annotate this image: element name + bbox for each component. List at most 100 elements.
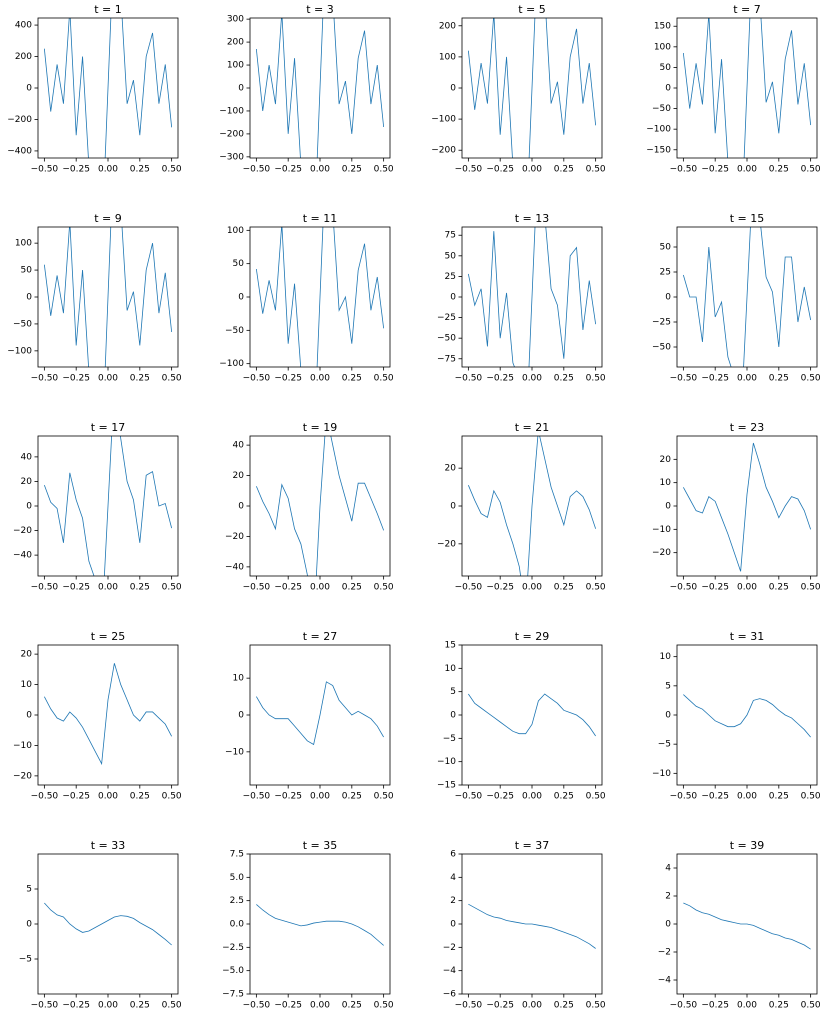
axes-frame — [37, 435, 179, 577]
series-line — [44, 902, 172, 946]
y-tick-label: −20 — [13, 771, 32, 781]
y-tick-label: −25 — [437, 313, 456, 323]
axes-frame — [676, 644, 818, 786]
y-tick-label: −10 — [652, 525, 671, 535]
subplot: t = 5 −0.50 −0.25 0.00 0.25 0.50 −200 −100 0 100 2… — [431, 3, 606, 175]
y-tick-label: 5 — [26, 885, 32, 895]
subplot-title: t = 7 — [733, 3, 761, 16]
y-tick-label: 100 — [15, 239, 32, 249]
y-tick-label: 0 — [26, 293, 32, 303]
y-tick-label: −300 — [219, 152, 244, 162]
x-tick-label: 0.50 — [586, 792, 606, 802]
y-tick-label: 40 — [233, 441, 245, 451]
series-line — [43, 227, 173, 367]
y-tick-label: 4 — [665, 864, 671, 874]
y-tick-label: 0 — [26, 920, 32, 930]
subplot-title: t = 1 — [94, 3, 122, 16]
y-tick-label: 100 — [654, 42, 671, 52]
y-tick-label: 75 — [445, 231, 456, 241]
series-line — [256, 681, 384, 746]
axes-frame — [37, 644, 179, 786]
subplot: t = 11 −0.50 −0.25 0.00 0.25 0.50 −100 −50 0 50 10… — [219, 212, 394, 384]
subplot-title: t = 15 — [730, 212, 765, 225]
subplot-title: t = 25 — [91, 630, 126, 643]
x-tick-label: 0.25 — [554, 792, 574, 802]
series-line — [468, 903, 596, 949]
y-tick-label: 5 — [665, 681, 671, 691]
y-tick-label: −40 — [13, 551, 32, 561]
x-tick-label: −0.50 — [455, 583, 483, 593]
y-tick-label: 0 — [450, 711, 456, 721]
axes-frame — [249, 853, 391, 995]
y-tick-label: 0 — [238, 84, 244, 94]
y-tick-label: −2.5 — [222, 943, 244, 953]
y-tick-label: 200 — [439, 21, 456, 31]
y-tick-label: −4 — [658, 976, 672, 986]
series-line — [255, 436, 385, 576]
y-tick-label: 50 — [21, 266, 33, 276]
x-tick-label: 0.00 — [737, 165, 757, 175]
x-tick-label: −0.50 — [243, 374, 271, 384]
y-tick-label: −5 — [443, 734, 456, 744]
y-tick-label: 0 — [26, 711, 32, 721]
y-tick-label: −20 — [437, 539, 456, 549]
x-tick-label: 0.50 — [162, 374, 182, 384]
axes-frame — [461, 644, 603, 786]
x-tick-label: 0.50 — [801, 792, 821, 802]
axes-frame — [37, 17, 179, 159]
subplot-title: t = 9 — [94, 212, 122, 225]
y-tick-label: −100 — [219, 359, 244, 369]
x-tick-label: −0.25 — [486, 165, 514, 175]
y-tick-label: −100 — [431, 115, 456, 125]
x-tick-label: −0.25 — [701, 374, 729, 384]
y-tick-label: 2.5 — [230, 896, 244, 906]
y-tick-label: −10 — [13, 741, 32, 751]
y-tick-label: −25 — [652, 318, 671, 328]
series-line — [255, 18, 385, 158]
y-tick-label: −100 — [646, 125, 671, 135]
subplot-title: t = 33 — [91, 839, 126, 852]
y-tick-label: 4 — [450, 873, 456, 883]
y-tick-label: 15 — [445, 641, 456, 651]
x-tick-label: −0.25 — [486, 1001, 514, 1011]
x-tick-label: 0.25 — [342, 165, 362, 175]
series-line — [683, 902, 811, 950]
y-tick-label: 0 — [450, 293, 456, 303]
y-tick-label: −200 — [431, 146, 456, 156]
y-tick-label: 0 — [26, 502, 32, 512]
subplot-title: t = 37 — [515, 839, 550, 852]
y-tick-label: 0 — [238, 293, 244, 303]
x-tick-label: 0.00 — [737, 1001, 757, 1011]
series-line — [468, 693, 596, 737]
x-tick-label: 0.25 — [554, 1001, 574, 1011]
y-tick-label: 6 — [450, 850, 456, 860]
y-tick-label: 0 — [665, 920, 671, 930]
x-tick-label: 0.50 — [374, 583, 394, 593]
x-tick-label: −0.25 — [62, 374, 90, 384]
x-tick-label: 0.50 — [586, 583, 606, 593]
x-tick-label: −0.50 — [243, 583, 271, 593]
x-tick-label: 0.50 — [374, 792, 394, 802]
subplot: t = 13 −0.50 −0.25 0.00 0.25 0.50 −75 −50 −25 0 25… — [437, 212, 606, 384]
y-tick-label: −4 — [443, 966, 457, 976]
y-tick-label: −10 — [225, 747, 244, 757]
subplot: t = 17 −0.50 −0.25 0.00 0.25 0.50 −40 −20 0 20 40 — [13, 421, 182, 593]
x-tick-label: 0.50 — [586, 374, 606, 384]
x-tick-label: 0.00 — [522, 165, 542, 175]
x-tick-label: 0.25 — [769, 1001, 789, 1011]
y-tick-label: −6 — [443, 990, 457, 1000]
y-tick-label: 10 — [233, 674, 245, 684]
subplot: t = 29 −0.50 −0.25 0.00 0.25 0.50 −15 −10 −5 0 5 10… — [437, 630, 606, 802]
x-tick-label: −0.50 — [243, 165, 271, 175]
y-tick-label: 50 — [660, 243, 672, 253]
x-tick-label: 0.50 — [801, 1001, 821, 1011]
subplot-title: t = 27 — [303, 630, 338, 643]
subplot-title: t = 11 — [303, 212, 338, 225]
series-line — [43, 436, 173, 576]
x-tick-label: 0.50 — [801, 165, 821, 175]
x-tick-label: 0.50 — [586, 1001, 606, 1011]
x-tick-label: −0.50 — [455, 1001, 483, 1011]
x-tick-label: −0.25 — [701, 1001, 729, 1011]
x-tick-label: 0.00 — [310, 583, 330, 593]
y-tick-label: 150 — [654, 22, 671, 32]
